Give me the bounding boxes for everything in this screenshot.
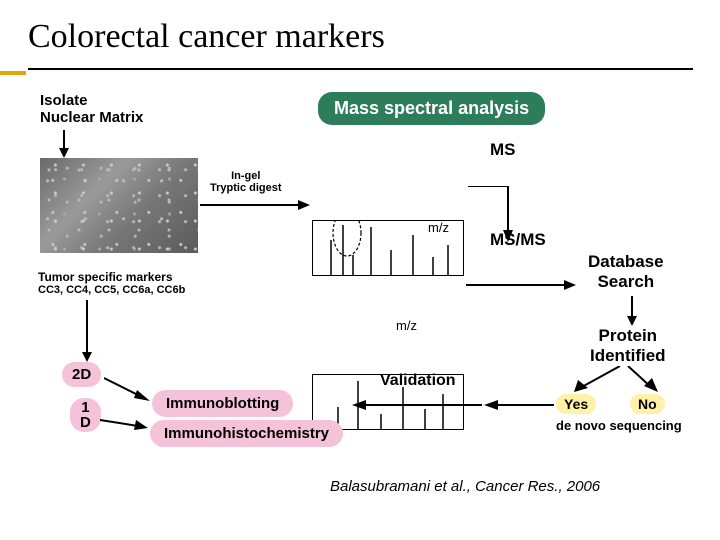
arrow-protein-fork	[560, 366, 670, 396]
accent-bar	[0, 71, 26, 75]
ingel-line1: In-gel	[210, 170, 282, 182]
arrow-db-to-protein	[624, 296, 640, 326]
protein-line1: Protein	[590, 326, 666, 346]
pill-1d: 1 D	[70, 398, 101, 432]
ingel-line2: Tryptic digest	[210, 182, 282, 194]
arrow-msms-to-db	[466, 278, 576, 292]
pill-1d-1: 1	[80, 400, 91, 415]
protein-identified: Protein Identified	[590, 326, 666, 366]
markers-line1: Tumor specific markers	[38, 270, 185, 284]
isolate-line2: Nuclear Matrix	[40, 109, 143, 126]
db-line1: Database	[588, 252, 664, 272]
validation-label: Validation	[380, 372, 456, 390]
title-underline	[28, 68, 693, 70]
database-search: Database Search	[588, 252, 664, 292]
pill-immunoblotting: Immunoblotting	[152, 390, 293, 417]
denovo-label: de novo sequencing	[556, 418, 682, 433]
isolate-line1: Isolate	[40, 92, 143, 109]
ingel-label: In-gel Tryptic digest	[210, 170, 282, 194]
tumor-markers: Tumor specific markers CC3, CC4, CC5, CC…	[38, 270, 185, 296]
citation: Balasubramani et al., Cancer Res., 2006	[330, 478, 600, 495]
mz-bottom-label: m/z	[396, 318, 417, 333]
pill-ihc: Immunohistochemistry	[150, 420, 343, 447]
arrow-gel-to-spectrum	[200, 198, 310, 212]
pill-yes: Yes	[556, 394, 596, 414]
pill-no: No	[630, 394, 665, 414]
markers-line2: CC3, CC4, CC5, CC6a, CC6b	[38, 284, 185, 296]
mass-spectral-pill: Mass spectral analysis	[318, 92, 545, 125]
isolate-label: Isolate Nuclear Matrix	[40, 92, 143, 126]
arrow-markers-to-2d	[72, 300, 102, 400]
msms-label: MS/MS	[490, 230, 546, 250]
gel-image	[40, 158, 198, 253]
page-title: Colorectal cancer markers	[0, 0, 720, 62]
arrow-isolate-to-gel	[56, 130, 72, 158]
arrow-1d-to-ihc	[100, 410, 150, 434]
pill-1d-d: D	[80, 415, 91, 430]
arrow-yes-to-validation	[484, 398, 554, 412]
protein-line2: Identified	[590, 346, 666, 366]
ms-label: MS	[490, 140, 516, 160]
arrow-validation	[352, 398, 482, 412]
db-line2: Search	[588, 272, 664, 292]
arrow-2d-to-blot	[104, 372, 152, 412]
mz-top-label: m/z	[428, 220, 449, 235]
